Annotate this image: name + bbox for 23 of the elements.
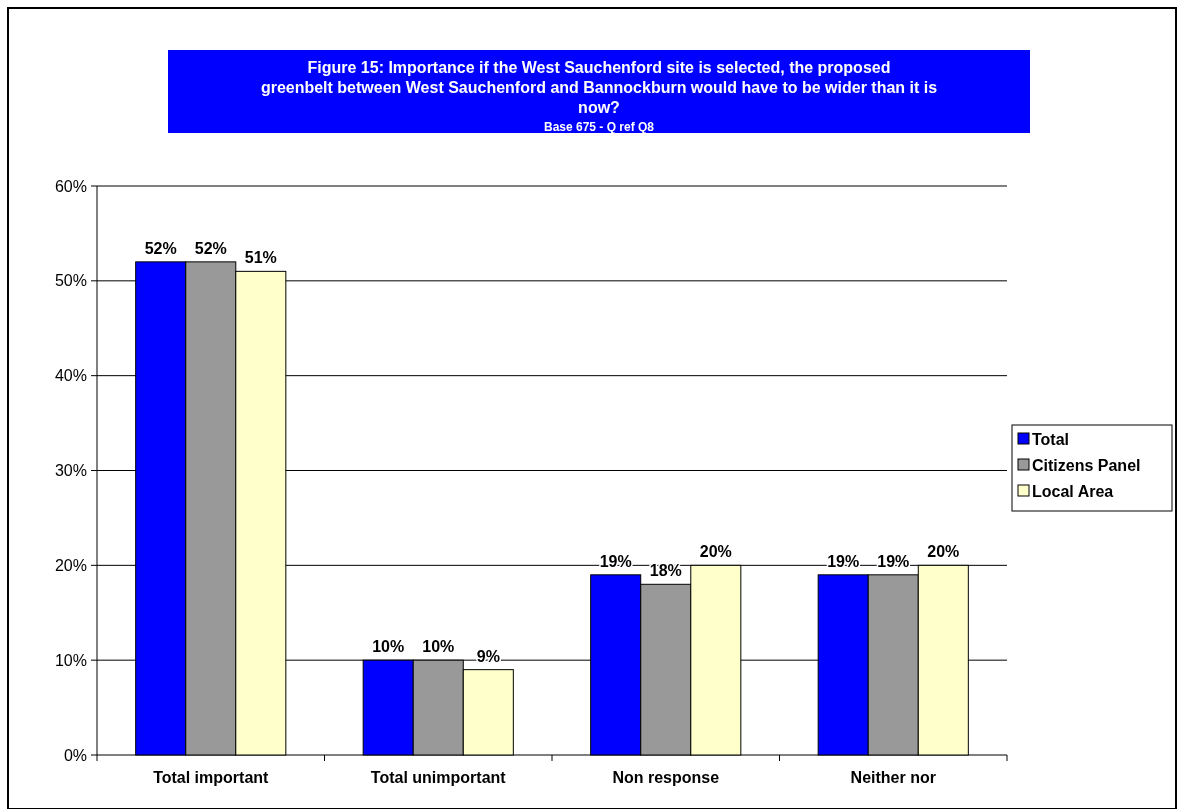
x-tick-label: Total important bbox=[153, 769, 270, 786]
legend-label: Citizens Panel bbox=[1032, 456, 1141, 474]
x-tick-label: Non response bbox=[612, 769, 720, 786]
data-label: 20% bbox=[699, 543, 732, 561]
y-tick-label: 30% bbox=[54, 462, 87, 480]
y-tick-label: 20% bbox=[54, 556, 87, 574]
data-label: 18% bbox=[649, 562, 682, 580]
x-tick-label: Neither nor bbox=[850, 769, 936, 786]
data-label: 52% bbox=[194, 239, 227, 257]
y-tick-label: 10% bbox=[54, 651, 87, 669]
data-label: 52% bbox=[144, 239, 177, 257]
legend-label: Local Area bbox=[1032, 482, 1114, 500]
x-tick-label: Total unimportant bbox=[370, 769, 507, 786]
y-tick-label: 50% bbox=[54, 272, 87, 290]
data-label: 20% bbox=[927, 543, 960, 561]
y-tick-label: 60% bbox=[54, 177, 87, 195]
data-label: 10% bbox=[372, 638, 405, 656]
data-label: 10% bbox=[422, 638, 455, 656]
y-tick-label: 0% bbox=[63, 746, 87, 764]
data-label: 51% bbox=[244, 249, 277, 267]
chart-title: Figure 15: Importance if the West Sauchenford site is selected, the proposed greenbelt between West Sauchenford and Bannockburn would have to be wider than it is now? bbox=[260, 59, 938, 116]
y-tick-label: 40% bbox=[54, 367, 87, 385]
legend-label: Total bbox=[1032, 430, 1070, 448]
